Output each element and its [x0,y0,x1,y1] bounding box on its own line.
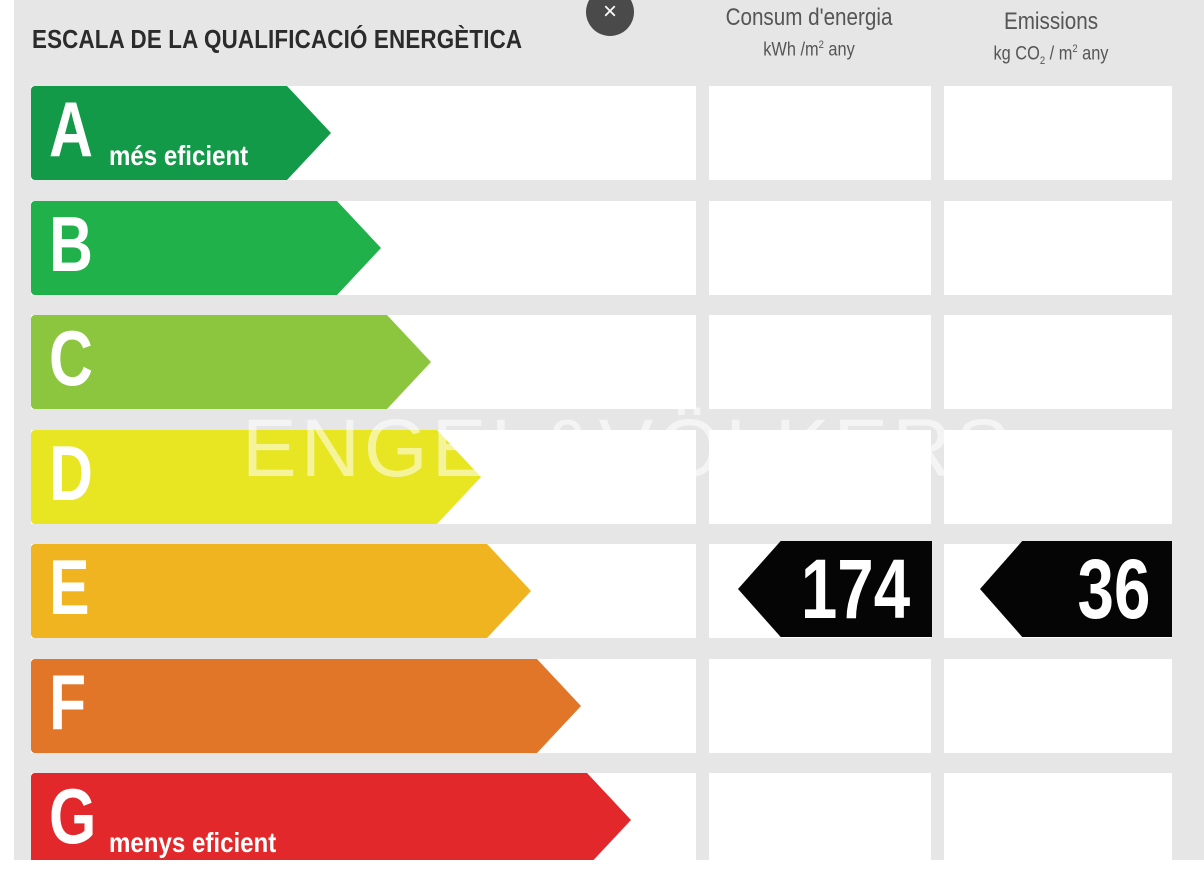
label-title: ESCALA DE LA QUALIFICACIÓ ENERGÈTICA [32,24,523,54]
class-letter: F [49,658,87,746]
co2-cell [944,430,1172,524]
energy-heading: Consum d'energia [725,4,893,31]
class-arrow-b: B [31,201,381,295]
class-arrow-d: D [31,430,481,524]
class-letter: G [49,772,97,860]
energy-cell [709,430,931,524]
energy-rating-marker: 174 [738,541,932,637]
energy-cell [709,773,931,860]
class-letter: C [49,314,93,402]
co2-cell [944,773,1172,860]
class-arrow-c: C [31,315,431,409]
co2-rating-marker: 36 [980,541,1172,637]
energy-cell [709,315,931,409]
energy-cell [709,659,931,753]
class-caption: més eficient [109,140,249,171]
co2-cell [944,315,1172,409]
co2-cell [944,659,1172,753]
co2-column-header: Emissions kg CO2 / m2 any [946,8,1156,68]
class-arrow-f: F [31,659,581,753]
energy-cell [709,86,931,180]
class-letter: E [49,543,90,631]
class-caption: menys eficient [109,827,277,858]
co2-cell [944,86,1172,180]
co2-rating-value: 36 [1077,542,1150,636]
co2-heading: Emissions [1003,8,1099,35]
co2-cell [944,201,1172,295]
energy-cell [709,201,931,295]
energy-unit: kWh /m2 any [763,38,855,61]
co2-unit: kg CO2 / m2 any [993,42,1109,67]
energy-rating-value: 174 [800,542,910,636]
energy-column-header: Consum d'energia kWh /m2 any [704,4,914,62]
energy-label: ESCALA DE LA QUALIFICACIÓ ENERGÈTICA Con… [14,0,1204,860]
class-letter: B [49,200,93,288]
class-letter: D [49,429,93,517]
class-arrow-e: E [31,544,531,638]
class-letter: A [49,85,93,173]
